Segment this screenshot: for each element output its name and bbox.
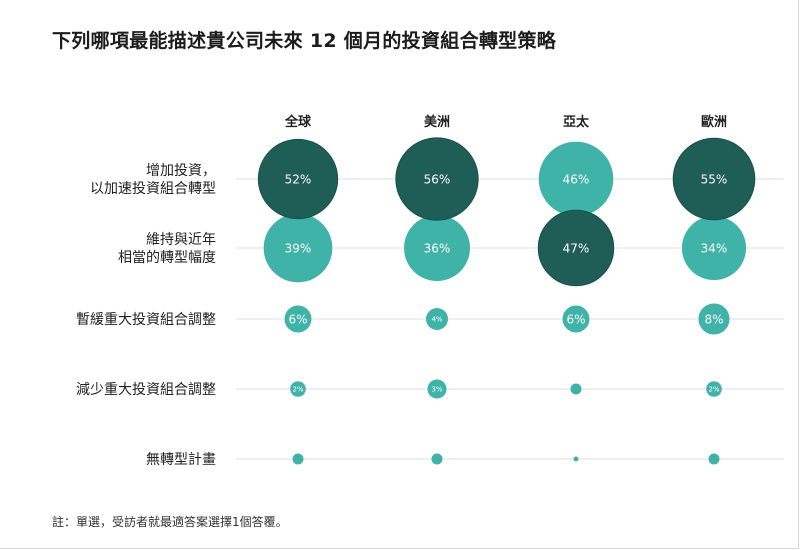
bubble-value-label: 6%: [566, 313, 585, 327]
bubble-value-label: 34%: [701, 242, 728, 256]
bubble: [427, 379, 447, 399]
bubble: [681, 215, 747, 281]
bubble-value-label: 8%: [704, 313, 723, 327]
bubble: [573, 456, 579, 462]
bubble: [257, 138, 339, 220]
bubble: [537, 209, 615, 287]
column-label: 美洲: [424, 114, 450, 130]
bubble-value-label: 46%: [563, 173, 590, 187]
bubble-value-label: 2%: [708, 386, 719, 394]
bubble-value-label: 2%: [292, 386, 303, 394]
bubble: [672, 137, 756, 221]
bubble: [431, 453, 443, 465]
bubble: [395, 137, 479, 221]
bubble: [263, 213, 333, 283]
bubble: [290, 381, 306, 397]
row-label: 減少重大投資組合調整: [76, 381, 216, 398]
bubble-value-label: 3%: [431, 386, 442, 394]
bubble: [404, 215, 470, 281]
column-label: 歐洲: [701, 114, 727, 130]
row-label: 維持與近年: [146, 232, 216, 248]
bubble-value-label: 4%: [431, 316, 442, 324]
row-label: 以加速投資組合轉型: [90, 181, 216, 197]
bubble-value-label: 47%: [563, 242, 590, 256]
bubble-value-label: 39%: [285, 242, 312, 256]
bubble: [538, 141, 614, 217]
bubble: [698, 303, 730, 335]
bubble: [284, 305, 312, 333]
row-label: 無轉型計畫: [146, 452, 216, 468]
bubble-value-label: 56%: [424, 173, 451, 187]
bubble: [562, 305, 590, 333]
bubble: [708, 453, 720, 465]
bubble-value-label: 52%: [285, 173, 312, 187]
row-label: 相當的轉型幅度: [118, 250, 216, 266]
bubble: [292, 453, 304, 465]
footnote: 註：單選，受訪者就最適答案選擇1個答覆。: [52, 515, 288, 529]
row-label: 暫緩重大投資組合調整: [76, 312, 216, 328]
row-label: 增加投資，: [146, 163, 216, 179]
column-label: 亞太: [563, 114, 590, 130]
bubble: [706, 381, 722, 397]
bubble: [426, 308, 448, 330]
column-label: 全球: [284, 114, 312, 130]
chart-title: 下列哪項最能描述貴公司未來 12 個月的投資組合轉型策略: [52, 30, 557, 52]
bubble-value-label: 6%: [288, 313, 307, 327]
bubble: [570, 383, 582, 395]
bubble-value-label: 55%: [701, 173, 728, 187]
bubble-value-label: 36%: [424, 242, 451, 256]
